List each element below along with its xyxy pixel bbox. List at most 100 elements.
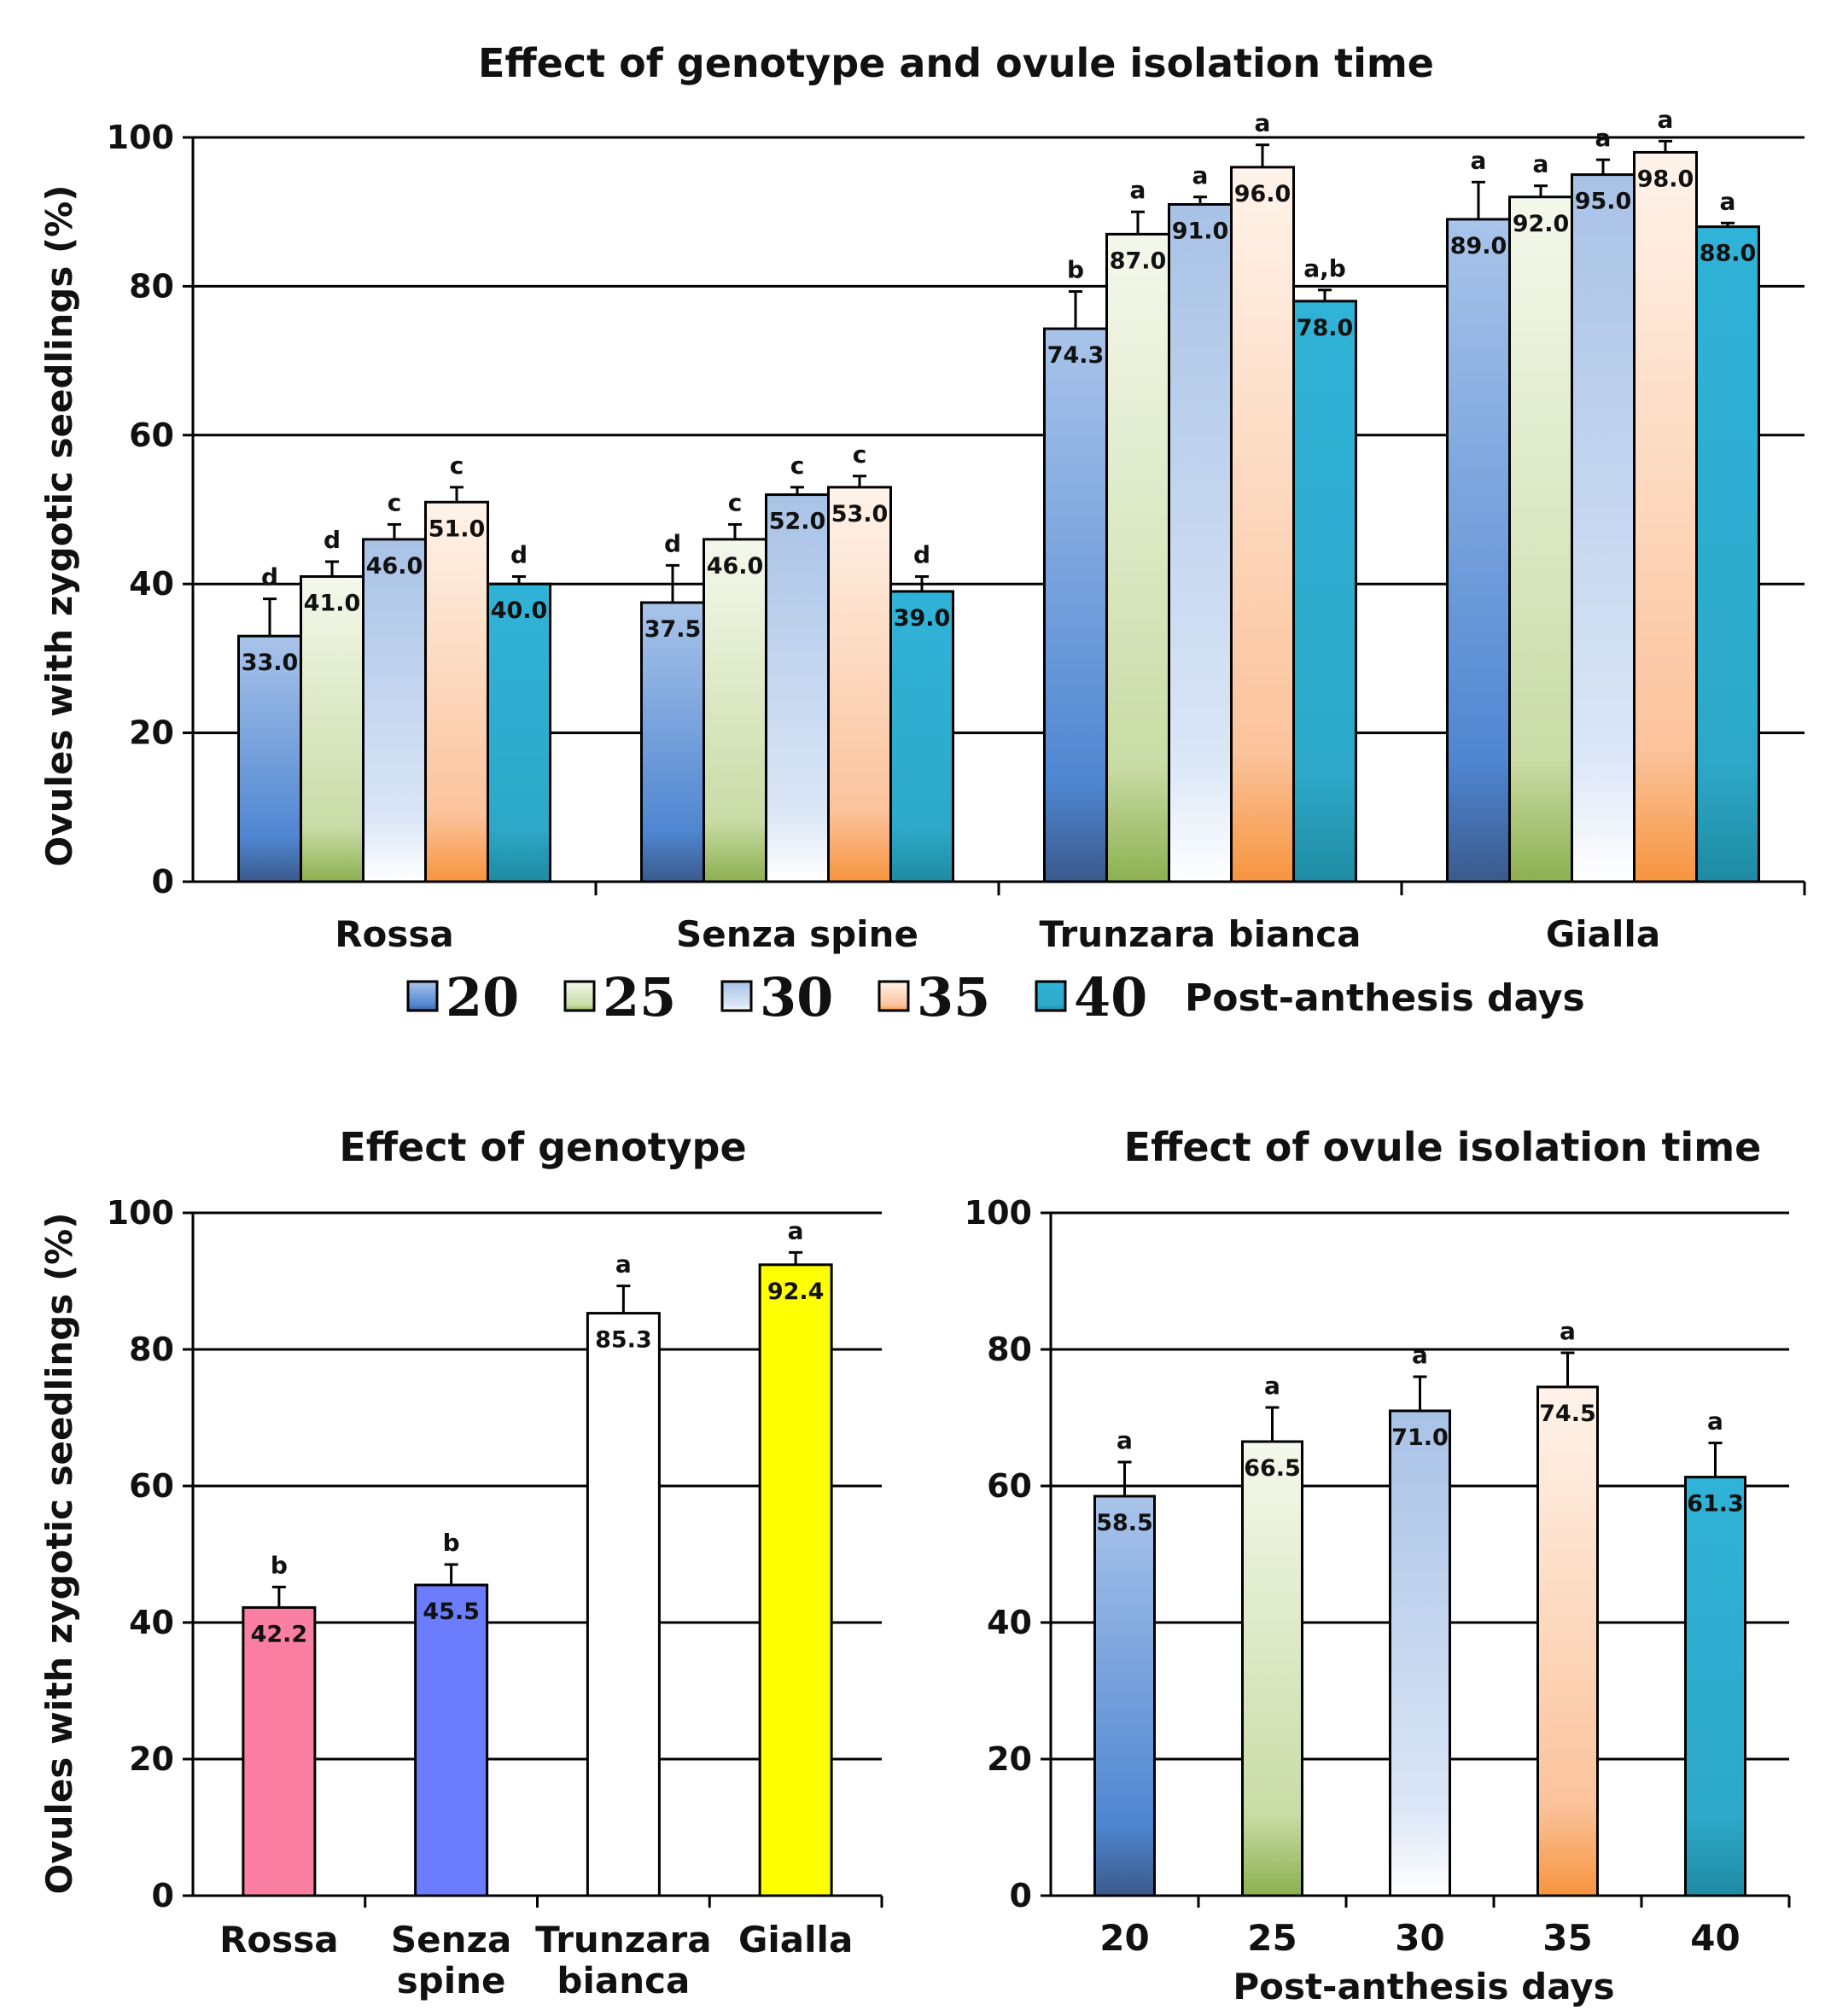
- bar-30d-0-significance-letter: c: [388, 488, 402, 516]
- y-tick-label: 40: [129, 565, 174, 603]
- top-chart-title: Effect of genotype and ovule isolation t…: [478, 40, 1434, 86]
- genotype-bar-1-significance-letter: b: [443, 1529, 460, 1557]
- x-category-label: bianca: [557, 1960, 690, 2001]
- bar-35d-1-significance-letter: c: [853, 440, 867, 469]
- bottom-left-chart-genotype: Effect of genotype Ovules with zygotic s…: [38, 1124, 883, 2001]
- time-bar-30d-value-label: 71.0: [1391, 1425, 1449, 1451]
- bar-30d-3: [1571, 173, 1636, 883]
- genotype-bar-0-significance-letter: b: [271, 1551, 288, 1579]
- bar-30d-1-significance-letter: c: [790, 452, 805, 480]
- bar-40d-3: [1695, 225, 1760, 883]
- bar-25d-1-significance-letter: c: [728, 488, 743, 516]
- genotype-bar-2-value-label: 85.3: [595, 1327, 652, 1354]
- legend-label-30: 30: [760, 966, 833, 1028]
- y-tick-label: 100: [965, 1194, 1032, 1232]
- top-chart-legend: 20 25 30 35 40 Post-anthesis days: [406, 966, 1585, 1028]
- bar-40d-2: [1292, 300, 1357, 883]
- bar-25d-2: [1105, 232, 1170, 883]
- genotype-bar-2-significance-letter: a: [615, 1250, 632, 1279]
- time-bar-35d-significance-letter: a: [1560, 1317, 1576, 1345]
- bar-30d-1-value-label: 52.0: [769, 509, 826, 535]
- genotype-bar-0: [242, 1605, 317, 1897]
- x-category-label: 30: [1395, 1917, 1444, 1959]
- top-chart-y-axis-label: Ovules with zygotic seedlings (%): [38, 185, 80, 867]
- bar-25d-0-significance-letter: d: [324, 526, 341, 554]
- time-bar-25d: [1241, 1440, 1303, 1897]
- time-bar-35d-value-label: 74.5: [1539, 1401, 1596, 1427]
- legend-label-25: 25: [603, 966, 676, 1028]
- y-tick-label: 40: [987, 1604, 1032, 1641]
- legend-label-20: 20: [446, 966, 519, 1028]
- bar-40d-0: [487, 582, 551, 883]
- x-category-label: 20: [1099, 1917, 1149, 1959]
- legend-title: Post-anthesis days: [1185, 976, 1585, 1020]
- y-tick-label: 80: [987, 1331, 1032, 1368]
- bar-35d-3-significance-letter: a: [1658, 105, 1674, 133]
- legend-swatch-40: [1035, 980, 1067, 1012]
- bar-30d-3-value-label: 95.0: [1575, 189, 1632, 215]
- legend-swatch-35: [878, 980, 910, 1012]
- x-category-label: Senza: [391, 1919, 511, 1961]
- x-category-label: Trunzara: [535, 1919, 711, 1961]
- bar-35d-1: [827, 486, 892, 883]
- bottom-left-chart-bars: 42.2 b 45.5 b 85.3 a 92.4 a: [242, 1216, 833, 1897]
- bar-25d-0: [300, 574, 364, 883]
- x-category-label: 25: [1247, 1917, 1297, 1959]
- bottom-left-chart-y-axis-label: Ovules with zygotic seedlings (%): [38, 1213, 80, 1895]
- bar-20d-3: [1446, 218, 1511, 883]
- time-bar-40d-significance-letter: a: [1707, 1407, 1723, 1436]
- bar-30d-1: [765, 493, 830, 883]
- y-tick-label: 60: [129, 417, 174, 454]
- bar-35d-2-significance-letter: a: [1255, 109, 1271, 137]
- y-tick-label: 40: [129, 1604, 174, 1641]
- bottom-right-chart-title: Effect of ovule isolation time: [1124, 1124, 1762, 1170]
- time-bar-30d: [1389, 1409, 1451, 1897]
- time-bar-40d: [1684, 1476, 1746, 1897]
- bottom-right-chart-x-axis-label: Post-anthesis days: [1233, 1966, 1614, 2007]
- genotype-bar-2: [586, 1312, 661, 1897]
- bar-20d-2-significance-letter: b: [1067, 256, 1084, 284]
- y-tick-label: 0: [152, 1877, 174, 1914]
- x-category-label: Rossa: [219, 1919, 339, 1961]
- y-tick-label: 60: [987, 1467, 1032, 1505]
- bar-40d-1-value-label: 39.0: [894, 605, 951, 632]
- bar-30d-3-significance-letter: a: [1595, 124, 1612, 152]
- bar-25d-3-significance-letter: a: [1533, 150, 1549, 178]
- bar-25d-1: [703, 538, 767, 883]
- genotype-bar-1-value-label: 45.5: [423, 1599, 480, 1625]
- bar-40d-3-significance-letter: a: [1720, 187, 1736, 215]
- time-bar-25d-value-label: 66.5: [1244, 1455, 1301, 1482]
- bar-20d-2-value-label: 74.3: [1047, 342, 1105, 369]
- legend-label-40: 40: [1074, 966, 1147, 1028]
- bar-25d-2-significance-letter: a: [1130, 176, 1146, 204]
- time-bar-40d-value-label: 61.3: [1687, 1491, 1744, 1518]
- top-chart-bars: 33.0 d 41.0 d 46.0 c 51.0 c 40.0 d 37.5 d 46.0 c 52.0 c…: [237, 105, 1760, 883]
- bar-20d-1-value-label: 37.5: [644, 616, 702, 643]
- time-bar-20d-significance-letter: a: [1117, 1426, 1133, 1454]
- y-tick-label: 100: [107, 119, 174, 156]
- bar-25d-0-value-label: 41.0: [304, 590, 361, 616]
- legend-swatch-30: [720, 980, 753, 1012]
- bar-20d-0-significance-letter: d: [261, 563, 278, 591]
- bar-40d-2-significance-letter: a,b: [1303, 254, 1346, 283]
- y-tick-label: 100: [107, 1194, 174, 1232]
- bar-40d-1: [889, 590, 954, 883]
- y-tick-label: 60: [129, 1467, 174, 1505]
- genotype-bar-0-value-label: 42.2: [251, 1621, 308, 1647]
- time-bar-20d: [1093, 1495, 1156, 1897]
- bar-25d-3-value-label: 92.0: [1513, 211, 1570, 237]
- time-bar-20d-value-label: 58.5: [1096, 1510, 1153, 1536]
- bar-35d-3: [1633, 150, 1698, 883]
- bar-40d-1-significance-letter: d: [913, 540, 930, 568]
- x-category-label: spine: [397, 1960, 506, 2001]
- time-bar-25d-significance-letter: a: [1264, 1372, 1280, 1400]
- bar-35d-2-value-label: 96.0: [1234, 181, 1291, 207]
- bar-35d-3-value-label: 98.0: [1637, 166, 1694, 192]
- top-chart-genotype-and-time: Effect of genotype and ovule isolation t…: [38, 40, 1806, 1028]
- bottom-left-chart-title: Effect of genotype: [339, 1124, 746, 1170]
- y-tick-label: 20: [129, 1740, 174, 1778]
- y-tick-label: 20: [129, 714, 174, 752]
- x-category-label: Senza spine: [676, 913, 918, 955]
- top-chart-x-categories: Rossa Senza spine Trunzara bianca Gialla: [335, 882, 1806, 955]
- genotype-bar-3: [758, 1263, 833, 1897]
